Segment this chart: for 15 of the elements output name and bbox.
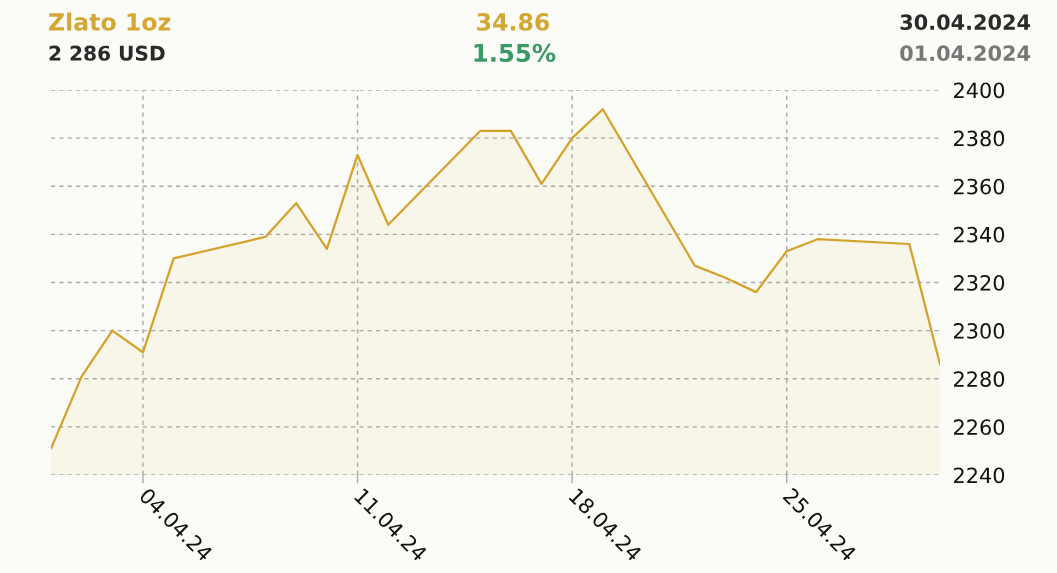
y-tick-label: 2240 <box>954 467 1005 484</box>
text: 01.04.2024 <box>900 45 1031 62</box>
y-tick-label: 2260 <box>954 419 1005 436</box>
y-tick-label: 2340 <box>954 226 1005 243</box>
y-tick-label: 2280 <box>954 371 1005 387</box>
y-tick-label: 2320 <box>954 274 1005 291</box>
y-tick-label: 2300 <box>954 323 1005 339</box>
chart-title: Zlato 1oz <box>49 12 171 31</box>
text: 1.55% <box>474 43 556 63</box>
y-tick-label: 2380 <box>954 130 1005 147</box>
text: 30.04.2024 <box>900 14 1031 31</box>
y-tick-label: 2400 <box>954 82 1005 99</box>
y-tick-label: 2360 <box>954 178 1005 195</box>
text: 2 286 USD <box>49 45 165 61</box>
text: 34.86 <box>477 12 550 31</box>
